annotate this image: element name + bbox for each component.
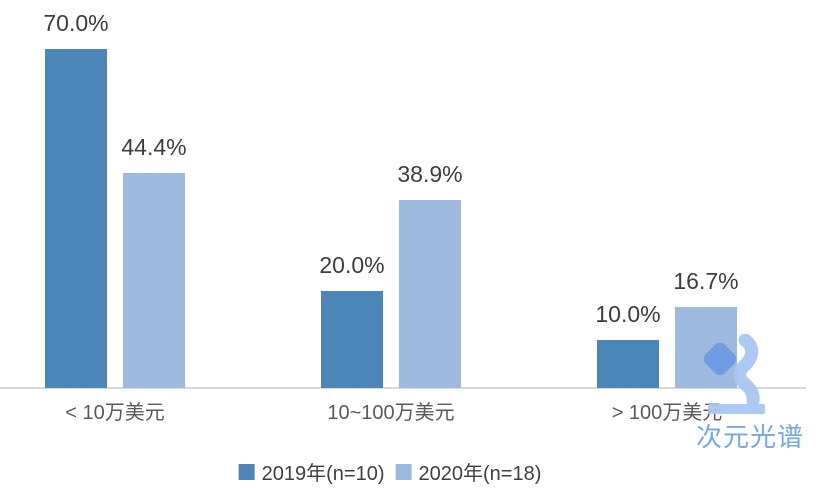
legend-item-2020: 2020年(n=18) (395, 457, 542, 486)
legend-label-2019: 2019年(n=10) (261, 463, 385, 485)
category-label: > 100万美元 (611, 402, 723, 424)
legend-item-2019: 2019年(n=10) (238, 457, 385, 486)
value-label: 70.0% (43, 10, 109, 36)
value-label: 16.7% (673, 268, 739, 294)
value-label: 20.0% (319, 252, 385, 278)
category-label: < 10万美元 (65, 402, 165, 424)
bar-2020-group2 (399, 200, 461, 388)
bar-2019-group3 (597, 340, 659, 388)
legend: 2019年(n=10) 2020年(n=18) (238, 457, 542, 486)
bar-2019-group2 (321, 291, 383, 388)
category-label: 10~100万美元 (327, 402, 455, 424)
legend-swatch-2019 (238, 463, 255, 480)
watermark: 次元光谱 (696, 334, 828, 450)
x-axis-line (0, 387, 806, 389)
legend-swatch-2020 (395, 463, 412, 480)
watermark-text: 次元光谱 (696, 422, 805, 452)
microscope-logo-icon (703, 334, 765, 414)
value-label: 44.4% (121, 134, 187, 160)
value-label: 10.0% (595, 301, 661, 327)
bar-2020-group1 (123, 173, 185, 388)
value-label: 38.9% (397, 161, 463, 187)
bar-2019-group1 (45, 49, 107, 388)
legend-label-2020: 2020年(n=18) (418, 463, 542, 485)
